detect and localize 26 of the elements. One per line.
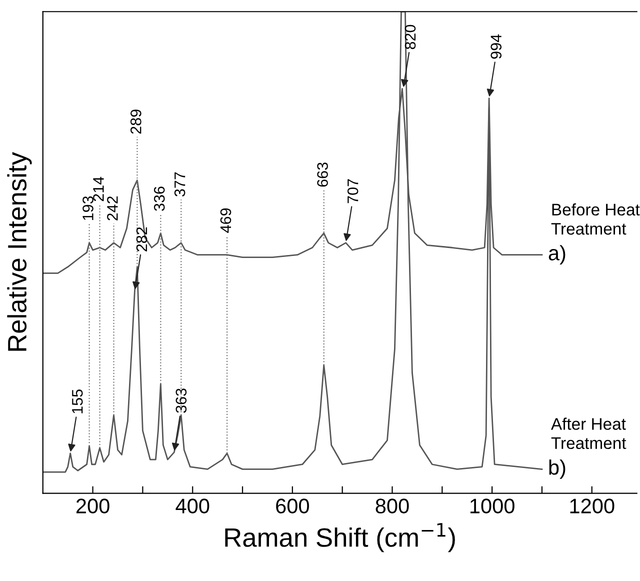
annotation: 820	[404, 24, 416, 50]
ref-line-label: 193	[82, 196, 94, 220]
ref-line-label: 377	[174, 172, 186, 196]
x-axis-title: Raman Shift (cm$^{−1}$)	[225, 523, 455, 552]
x-tick-label: 1200	[570, 498, 614, 514]
series-label: b)	[549, 459, 566, 479]
ref-line-label: 289	[130, 110, 142, 134]
series-label: a)	[548, 245, 566, 265]
x-tick-label: 600	[276, 498, 309, 514]
x-tick-label: 200	[76, 498, 110, 514]
ref-line-label: 336	[154, 186, 165, 211]
y-axis-title: Relative Intensity	[7, 152, 32, 351]
annotation: 994	[490, 34, 502, 59]
annotation: 155	[72, 390, 83, 414]
annotation: 707	[347, 179, 358, 204]
x-tick-label: 800	[376, 498, 409, 514]
x-tick-label: 400	[176, 498, 210, 514]
annotation: 282	[136, 227, 148, 252]
annotation: Before Heat Treatment	[551, 203, 640, 235]
annotation: 363	[176, 388, 187, 413]
ref-line-label: 469	[220, 208, 232, 233]
annotation: After Heat Treatment	[550, 418, 626, 450]
ref-line-label: 663	[317, 162, 328, 187]
x-tick-label: 1000	[470, 498, 514, 514]
ref-line-label: 242	[107, 196, 118, 220]
ref-line-label: 214	[93, 176, 104, 202]
